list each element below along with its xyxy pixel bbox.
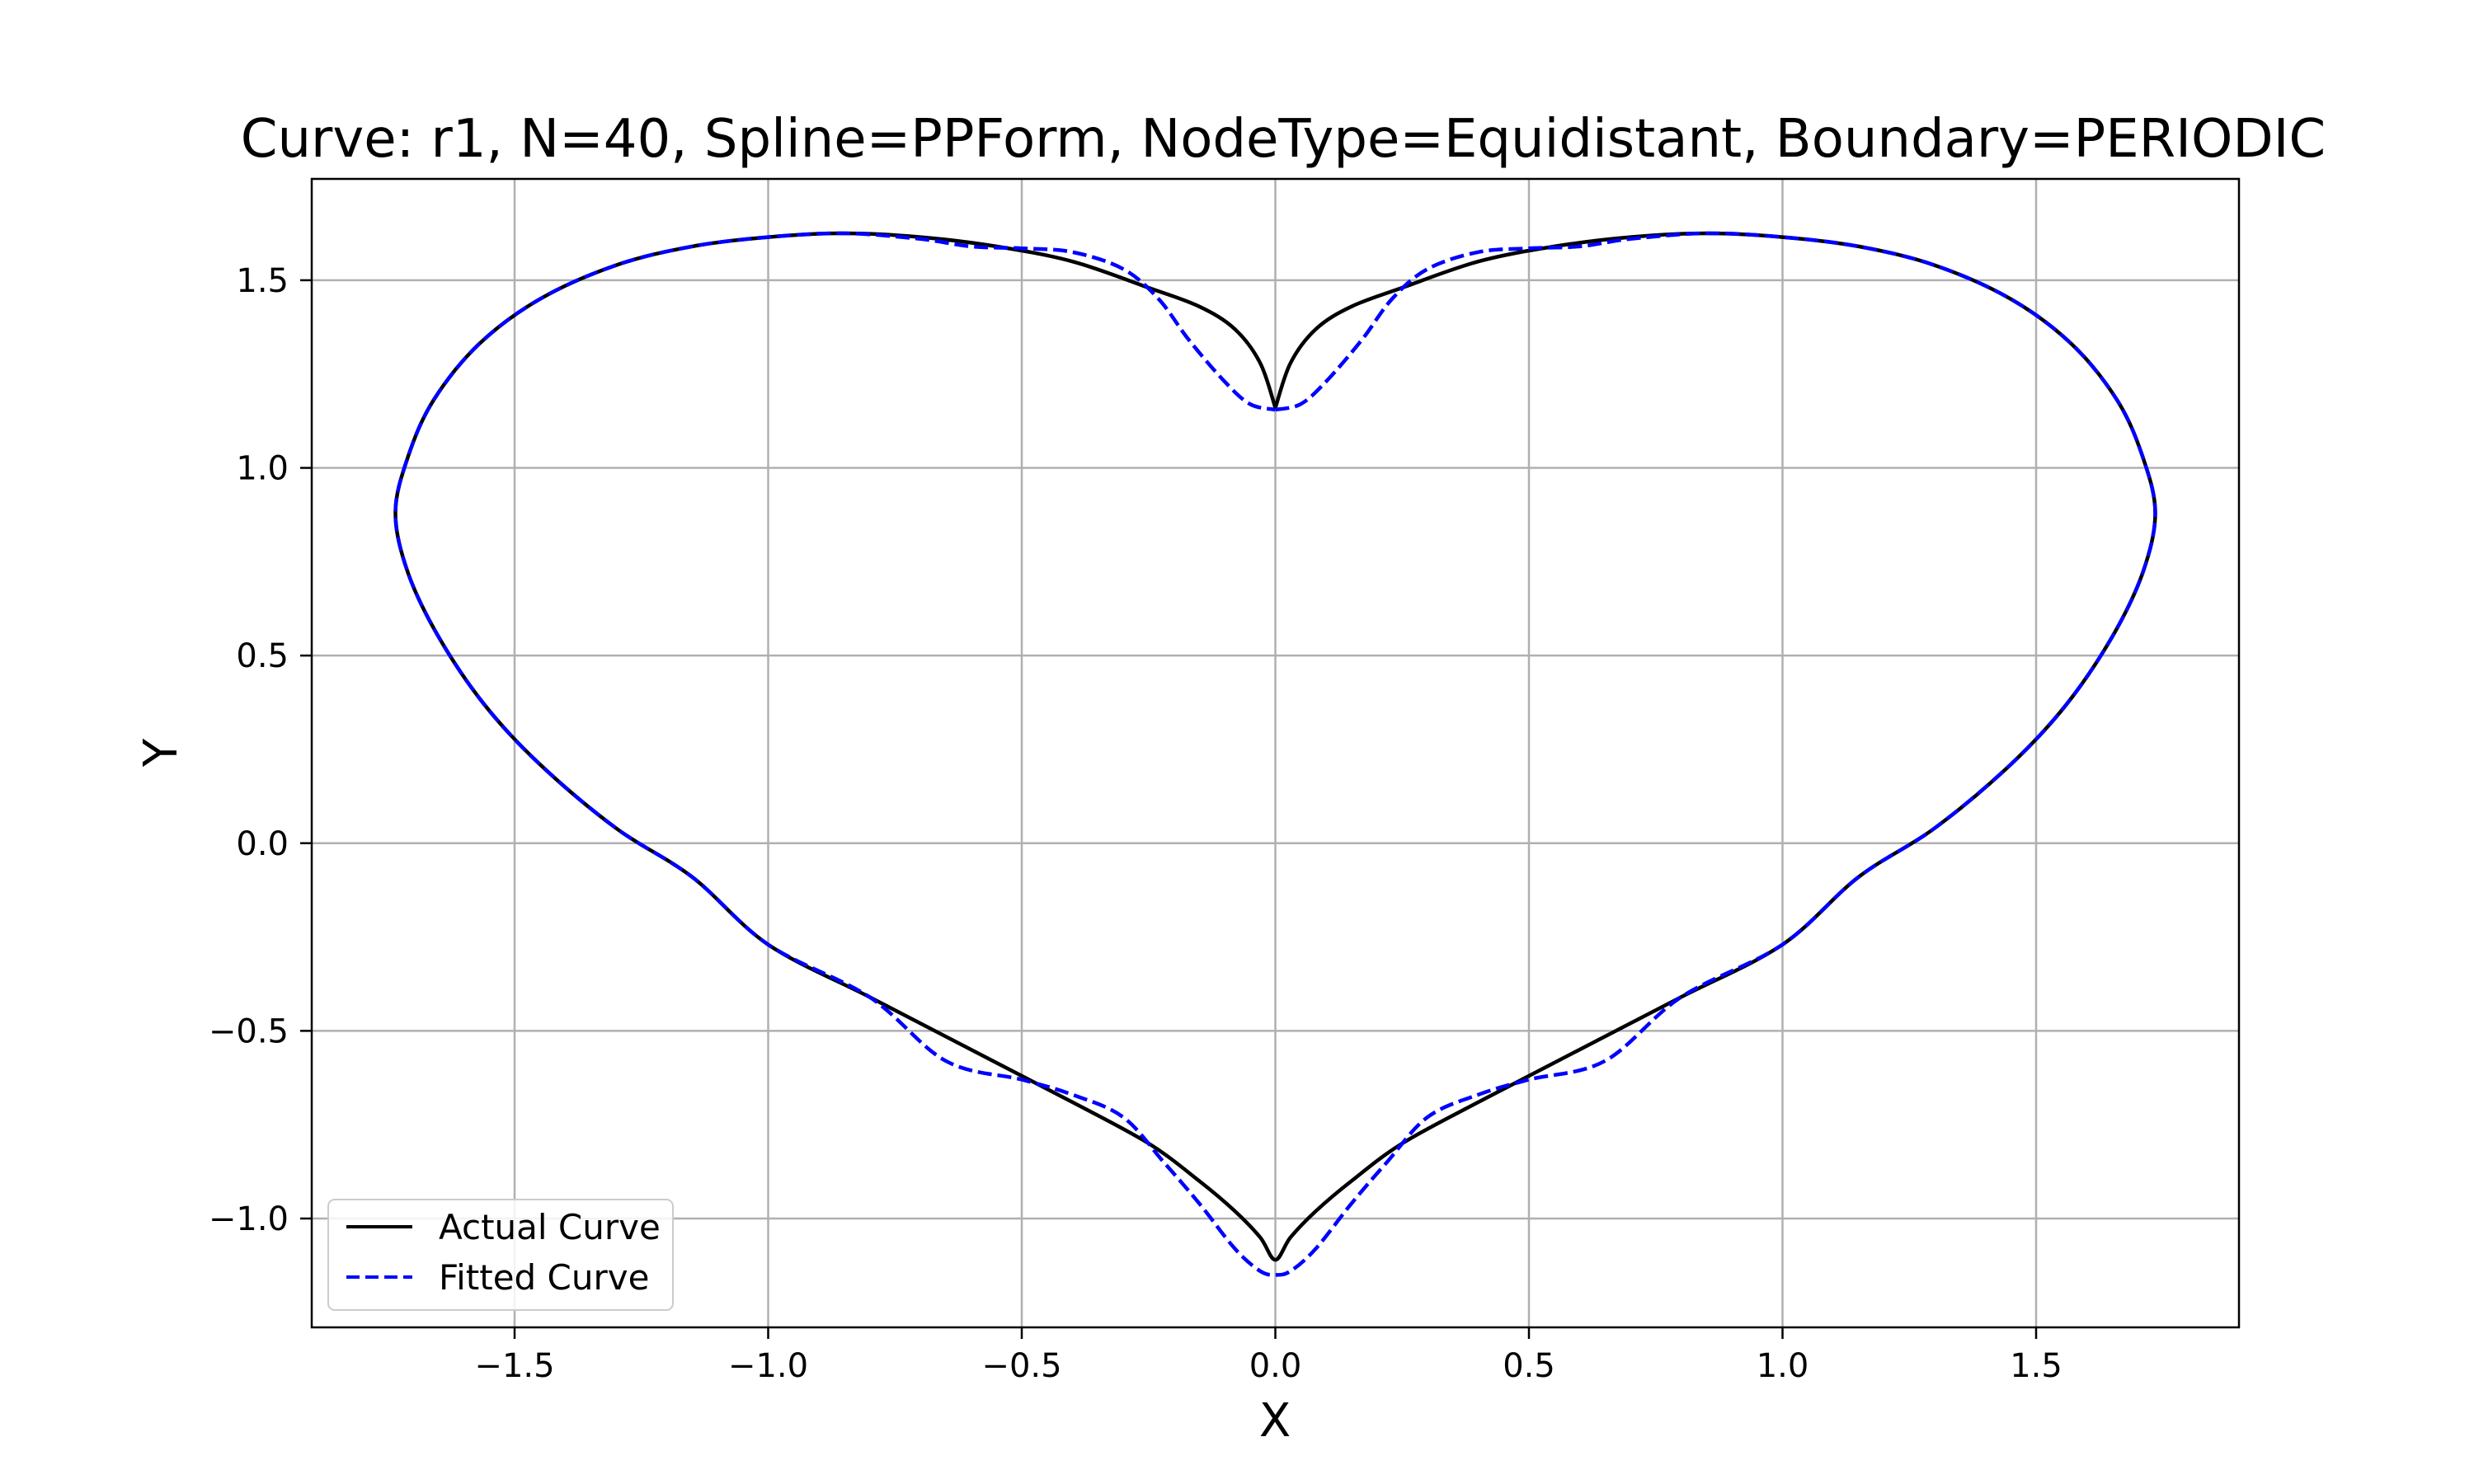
x-tick-label: 1.5 [2010,1347,2062,1385]
x-tick-label: 0.5 [1503,1347,1555,1385]
x-tick-label: 1.0 [1757,1347,1809,1385]
plot-area [393,231,2157,1277]
y-tick-label: −1.0 [209,1200,289,1238]
x-tick-label: −0.5 [981,1347,1061,1385]
y-tick-label: 0.5 [236,637,289,675]
x-tick-label: −1.0 [728,1347,808,1385]
x-axis-label: X [1259,1394,1291,1448]
x-tick-label: 0.0 [1249,1347,1302,1385]
y-tick-label: −0.5 [209,1012,289,1050]
chart-title: Curve: r1, N=40, Spline=PPForm, NodeType… [241,109,2326,170]
legend-label-fitted-curve: Fitted Curve [439,1257,649,1298]
legend-label-actual-curve: Actual Curve [439,1207,661,1247]
legend-box [327,1199,674,1311]
series-line-fitted-curve [393,231,2157,1277]
y-tick-label: 1.5 [236,262,289,300]
x-tick-label: −1.5 [474,1347,554,1385]
y-tick-label: 0.0 [236,825,289,863]
legend: Actual Curve Fitted Curve [327,1199,674,1311]
y-axis-label: Y [134,738,188,768]
ticks: −1.5 −1.0 −0.5 0.0 0.5 1.0 1.5 −1.0 −0.5 0.0 0.5 1.… [209,262,2062,1385]
y-tick-label: 1.0 [236,450,289,488]
